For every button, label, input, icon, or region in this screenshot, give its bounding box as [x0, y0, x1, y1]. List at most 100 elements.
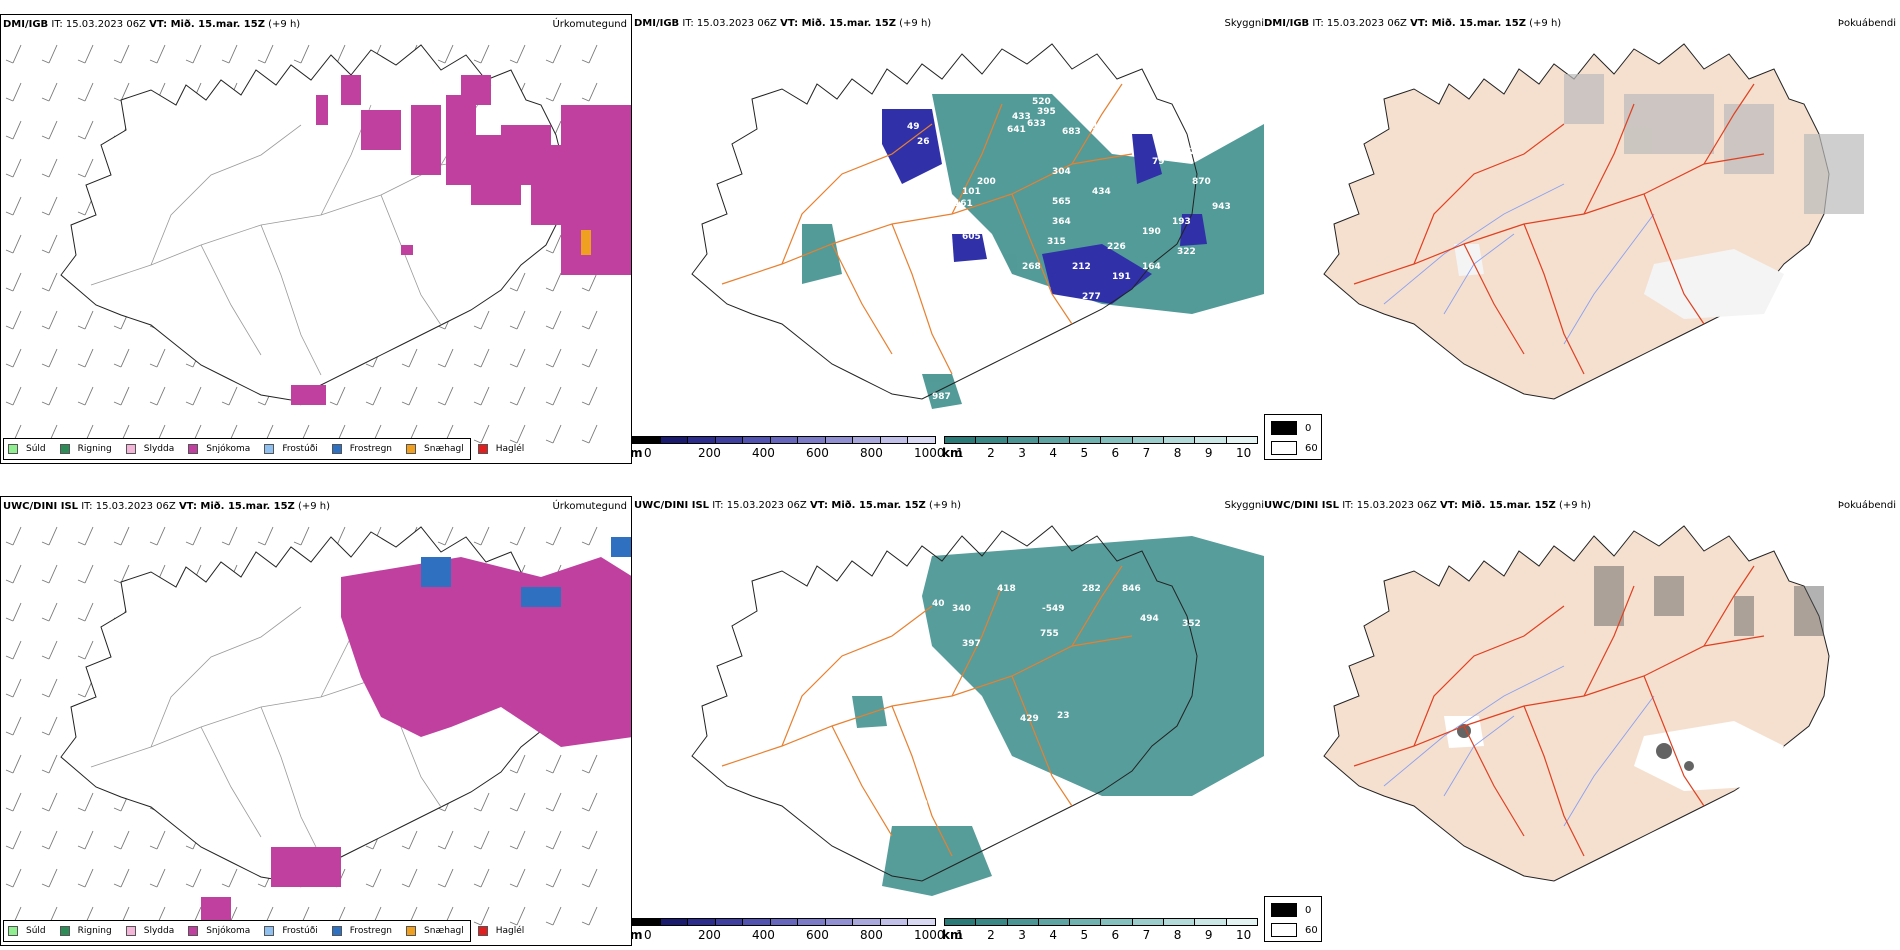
colorbar-band [632, 436, 936, 444]
map-line [1583, 103, 1635, 215]
colorbar-tick: 9 [1204, 446, 1213, 460]
wind-barb [221, 526, 238, 546]
colorbar-segment [880, 919, 909, 925]
map-line [891, 705, 953, 857]
wind-barb [77, 44, 94, 64]
wind-barb [473, 44, 490, 64]
map-line [781, 123, 933, 265]
roads [1353, 83, 1765, 375]
wind-barb [149, 526, 166, 546]
map-line [721, 635, 1133, 767]
wind-barb [221, 868, 238, 888]
legend-swatch [331, 926, 342, 936]
legend-item: Frostúði [264, 926, 318, 936]
colorbar-segment [1195, 919, 1227, 925]
wind-barb [437, 348, 454, 368]
fog-key-label: 0 [1305, 904, 1312, 916]
colorbar-tick: 400 [752, 928, 775, 942]
colorbar-tick: 1 [956, 446, 964, 460]
ceiling-label: 641 [1007, 125, 1026, 135]
iceland-outline [691, 525, 1198, 882]
colorbar-tick: 7 [1142, 446, 1151, 460]
map-line [1643, 675, 1705, 807]
map-line [1011, 193, 1073, 325]
wind-barb [77, 82, 94, 102]
wind-barb [41, 272, 58, 292]
map-line [1703, 565, 1755, 647]
fog-key-row: 0 [1271, 421, 1311, 435]
wind-barb [41, 386, 58, 406]
wind-barb [473, 310, 490, 330]
colorbar-band [944, 918, 1258, 926]
legend-label: Snæhagl [424, 444, 464, 454]
ceiling-label: 190 [1142, 227, 1161, 237]
road-lines [721, 83, 1133, 375]
wind-barb [509, 792, 526, 812]
colorbar-segment [660, 919, 689, 925]
ceiling-label: 395 [1037, 107, 1056, 117]
colorbar-tick: 0 [644, 928, 652, 942]
wind-barb [581, 310, 598, 330]
ceiling-label: 277 [1082, 292, 1101, 302]
colorbar-tick: 5 [1080, 928, 1089, 942]
legend-label: Haglél [495, 926, 525, 936]
colorbar-segment [715, 437, 744, 443]
map-line [721, 153, 1133, 285]
wind-barb [581, 868, 598, 888]
wind-barb [545, 868, 562, 888]
map-line [260, 224, 322, 376]
legend-label: Slydda [143, 444, 175, 454]
map-line [1011, 675, 1073, 807]
wind-barb [149, 44, 166, 64]
ceiling-label: 705 [894, 694, 913, 704]
colorbar-tick: 800 [860, 446, 883, 460]
map-line [1583, 585, 1635, 697]
colorbar-segment [1164, 437, 1196, 443]
legend-label: Frostúði [282, 444, 318, 454]
legend-item: Frostregn [331, 444, 392, 454]
panel-variable: Úrkomutegund [552, 501, 627, 512]
ceiling-label: 494 [1140, 614, 1159, 624]
colorbar-segment [688, 919, 716, 925]
colorbar-tick: 600 [806, 446, 829, 460]
fog-key-label: 0 [1305, 422, 1312, 434]
ceiling-label: 846 [1122, 584, 1141, 594]
colorbar-segment [633, 437, 661, 443]
wind-barb [545, 310, 562, 330]
wind-barb [581, 82, 598, 102]
colorbar-tick: 6 [1111, 928, 1120, 942]
fog-key-row: 60 [1271, 923, 1318, 937]
fog-key-label: 60 [1305, 924, 1318, 936]
map-line [891, 223, 953, 375]
map-line [1383, 665, 1565, 787]
ceiling-label: 164 [1142, 262, 1161, 272]
colorbar-tick: 1000 [914, 928, 945, 942]
colorbar-segment [945, 919, 977, 925]
colorbar-segment [1070, 437, 1102, 443]
ceiling-label: 434 [1092, 187, 1111, 197]
ceiling-label: 226 [1107, 242, 1126, 252]
ceiling-label: 315 [1047, 237, 1066, 247]
colorbar-band [632, 918, 936, 926]
colorbar-segment [798, 919, 826, 925]
wind-barb [41, 526, 58, 546]
wind-barb [293, 526, 310, 546]
wind-barb [509, 44, 526, 64]
colorbar-segment [1226, 919, 1257, 925]
legend-swatch [188, 444, 199, 454]
wind-barb [257, 526, 274, 546]
wind-barb [41, 792, 58, 812]
map-line [831, 725, 893, 837]
colorbar-segment [853, 437, 881, 443]
roads [1353, 565, 1765, 857]
legend-label: Frostúði [282, 926, 318, 936]
ceiling-label: 943 [1212, 202, 1231, 212]
wind-barb [257, 44, 274, 64]
wind-barb [77, 526, 94, 546]
wind-barb [473, 830, 490, 850]
wind-barb [545, 906, 562, 926]
ceiling-label: 429 [1020, 714, 1039, 724]
wind-barb [581, 44, 598, 64]
ceiling-label: 418 [997, 584, 1016, 594]
colorbar-segment [1132, 919, 1165, 925]
